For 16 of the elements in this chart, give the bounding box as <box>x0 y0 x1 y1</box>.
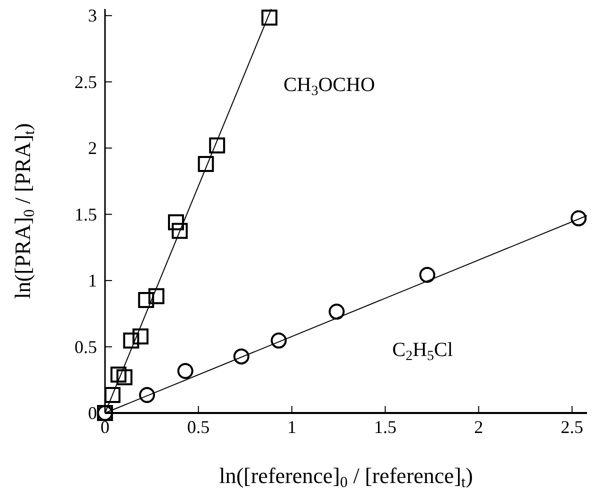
x-tick-label: 2.5 <box>560 417 584 437</box>
y-tick-label: 0 <box>88 403 97 423</box>
x-tick-label: 0 <box>100 417 110 437</box>
y-tick-label: 3 <box>88 6 97 26</box>
y-tick-label: 1 <box>88 270 97 291</box>
x-tick-label: 2 <box>474 417 484 437</box>
y-tick-label: 2.5 <box>74 72 97 92</box>
x-tick-label: 1.5 <box>374 417 396 437</box>
x-tick-label: 1 <box>287 417 296 437</box>
text: C$_{2}$H$_{5}$Cl <box>392 339 454 364</box>
y-tick-label: 2 <box>88 138 97 158</box>
y-tick-label: 0.5 <box>74 336 97 357</box>
y-tick-label: 1.5 <box>74 204 97 224</box>
x-axis-title: ln([reference]$_{0}$ / [reference]$_{t}$) <box>219 463 473 491</box>
text: CH$_{3}$OCHO <box>283 74 375 99</box>
x-tick-label: 0.5 <box>187 417 210 437</box>
